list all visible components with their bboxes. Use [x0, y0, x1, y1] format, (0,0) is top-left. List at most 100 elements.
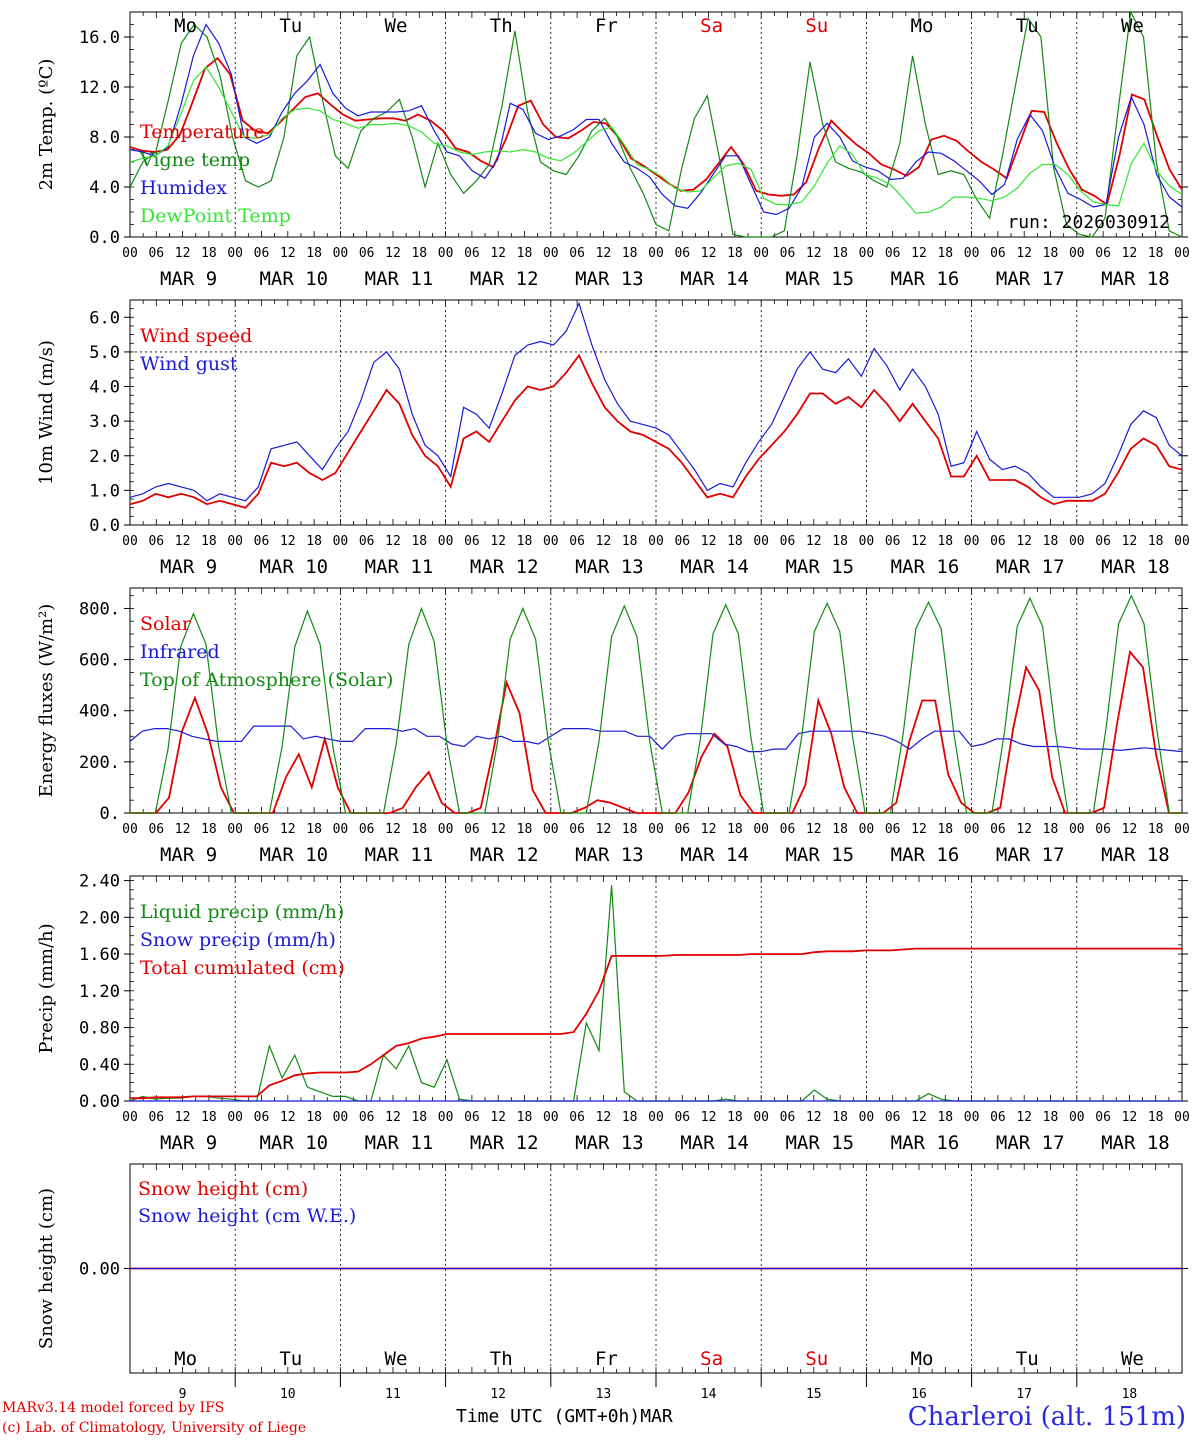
panel-3 — [124, 587, 1188, 814]
weekday-label: Tu — [1016, 15, 1039, 37]
hour-tick-label: 12 — [1122, 1110, 1138, 1125]
hour-tick-label: 18 — [832, 822, 848, 837]
date-label: MAR 13 — [575, 556, 644, 578]
hour-tick-label: 18 — [306, 822, 322, 837]
date-label: MAR 10 — [259, 844, 328, 866]
hour-tick-label: 00 — [543, 822, 559, 837]
y-axis-label: Energy fluxes (W/m²) — [36, 604, 57, 798]
hour-tick-label: 12 — [596, 246, 612, 261]
legend-dewpoint-temp: DewPoint Temp — [140, 205, 291, 227]
y-tick-label: 8.0 — [89, 128, 120, 148]
legend-top-of-atmosphere-solar-: Top of Atmosphere (Solar) — [140, 669, 393, 691]
y-tick-label: 3.0 — [89, 412, 120, 432]
date-label: MAR 15 — [785, 844, 854, 866]
hour-tick-label: 00 — [227, 822, 243, 837]
hour-tick-label: 06 — [254, 534, 270, 549]
hour-tick-label: 00 — [1174, 1110, 1190, 1125]
date-label: MAR 15 — [785, 268, 854, 290]
hour-tick-label: 00 — [964, 1110, 980, 1125]
weekday-label: Mo — [174, 1348, 197, 1370]
hour-tick-label: 12 — [490, 534, 506, 549]
y-tick-label: 0. — [100, 804, 120, 824]
hour-tick-label: 18 — [201, 822, 217, 837]
date-label: MAR 11 — [365, 268, 434, 290]
hour-tick-label: 00 — [859, 1110, 875, 1125]
hour-tick-label: 18 — [411, 1110, 427, 1125]
date-label: MAR 12 — [470, 268, 539, 290]
hour-tick-label: 00 — [438, 822, 454, 837]
hour-tick-label: 12 — [175, 246, 191, 261]
hour-tick-label: 12 — [701, 1110, 717, 1125]
hour-tick-label: 00 — [227, 1110, 243, 1125]
hour-tick-label: 00 — [964, 246, 980, 261]
hour-tick-label: 06 — [1095, 1110, 1111, 1125]
hour-tick-label: 12 — [280, 1110, 296, 1125]
hour-tick-label: 06 — [885, 1110, 901, 1125]
hour-tick-label: 18 — [622, 246, 638, 261]
hour-tick-label: 06 — [148, 246, 164, 261]
hour-tick-label: 12 — [385, 822, 401, 837]
hour-tick-label: 00 — [1069, 246, 1085, 261]
y-axis-label: Snow height (cm) — [36, 1188, 57, 1349]
hour-tick-label: 00 — [543, 246, 559, 261]
hour-tick-label: 12 — [490, 246, 506, 261]
run-annotation: run: 2026030912 — [1007, 212, 1170, 233]
hour-tick-label: 06 — [569, 246, 585, 261]
hour-tick-label: 00 — [122, 822, 138, 837]
hour-tick-label: 12 — [701, 822, 717, 837]
series-line-wind-speed — [129, 353, 1183, 509]
hour-tick-label: 12 — [1122, 246, 1138, 261]
day-number-label: 15 — [806, 1387, 822, 1402]
hour-tick-label: 12 — [385, 246, 401, 261]
date-label: MAR 16 — [891, 556, 960, 578]
hour-tick-label: 12 — [1016, 534, 1032, 549]
y-axis-label: Precip (mm/h) — [36, 923, 57, 1053]
hour-tick-label: 12 — [280, 534, 296, 549]
date-label: MAR 13 — [575, 268, 644, 290]
hour-tick-label: 06 — [990, 822, 1006, 837]
hour-tick-label: 18 — [832, 1110, 848, 1125]
legend-snow-height-cm-w-e-: Snow height (cm W.E.) — [138, 1205, 356, 1227]
legend-vigne-temp: Vigne temp — [139, 149, 250, 171]
hour-tick-label: 00 — [227, 534, 243, 549]
hour-tick-label: 00 — [1174, 822, 1190, 837]
legend-snow-precip-mm-h-: Snow precip (mm/h) — [140, 929, 336, 951]
hour-tick-label: 00 — [543, 1110, 559, 1125]
hour-tick-label: 06 — [359, 246, 375, 261]
hour-tick-label: 00 — [1174, 534, 1190, 549]
hour-tick-label: 06 — [359, 534, 375, 549]
hour-tick-label: 18 — [1043, 246, 1059, 261]
date-label: MAR 18 — [1101, 268, 1170, 290]
y-tick-label: 16.0 — [79, 28, 120, 48]
date-label: MAR 9 — [160, 268, 217, 290]
hour-tick-label: 18 — [411, 246, 427, 261]
hour-tick-label: 06 — [254, 822, 270, 837]
hour-tick-label: 18 — [937, 1110, 953, 1125]
hour-tick-label: 12 — [596, 534, 612, 549]
hour-tick-label: 18 — [832, 246, 848, 261]
y-tick-label: 6.0 — [89, 308, 120, 328]
hour-tick-label: 06 — [674, 534, 690, 549]
hour-tick-label: 12 — [385, 534, 401, 549]
day-number-label: 9 — [179, 1387, 187, 1402]
hour-tick-label: 00 — [333, 822, 349, 837]
day-number-label: 14 — [701, 1387, 717, 1402]
legend-total-cumulated-cm-: Total cumulated (cm) — [140, 957, 345, 979]
hour-tick-label: 00 — [648, 822, 664, 837]
hour-tick-label: 12 — [490, 1110, 506, 1125]
hour-tick-label: 00 — [753, 246, 769, 261]
date-label: MAR 15 — [785, 1132, 854, 1154]
hour-tick-label: 18 — [937, 822, 953, 837]
hour-tick-label: 00 — [438, 1110, 454, 1125]
date-label: MAR 13 — [575, 844, 644, 866]
hour-tick-label: 00 — [964, 822, 980, 837]
hour-tick-label: 00 — [964, 534, 980, 549]
hour-tick-label: 18 — [622, 534, 638, 549]
hour-tick-label: 12 — [596, 1110, 612, 1125]
hour-tick-label: 12 — [806, 246, 822, 261]
date-label: MAR 16 — [891, 1132, 960, 1154]
weekday-label: Tu — [1016, 1348, 1039, 1370]
date-label: MAR 11 — [365, 1132, 434, 1154]
legend-temperature: Temperature — [140, 121, 264, 143]
series-line-humidex — [129, 23, 1183, 216]
